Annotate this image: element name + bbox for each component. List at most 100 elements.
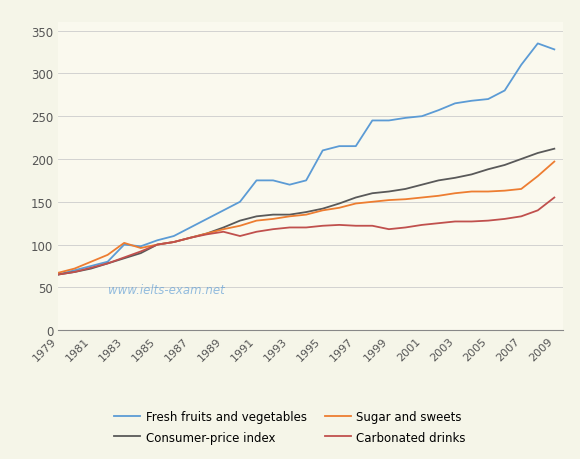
Sugar and sweets xyxy=(270,217,277,222)
Legend: Fresh fruits and vegetables, Consumer-price index, Sugar and sweets, Carbonated : Fresh fruits and vegetables, Consumer-pr… xyxy=(109,405,471,448)
Carbonated drinks xyxy=(220,230,227,235)
Carbonated drinks xyxy=(501,217,508,222)
Fresh fruits and vegetables xyxy=(551,48,558,53)
Sugar and sweets xyxy=(435,194,442,199)
Fresh fruits and vegetables xyxy=(534,42,541,47)
Carbonated drinks xyxy=(253,230,260,235)
Carbonated drinks xyxy=(154,242,161,248)
Fresh fruits and vegetables xyxy=(402,116,409,121)
Carbonated drinks xyxy=(121,255,128,261)
Consumer-price index xyxy=(71,269,78,275)
Carbonated drinks xyxy=(419,223,426,228)
Carbonated drinks xyxy=(369,224,376,229)
Fresh fruits and vegetables xyxy=(501,89,508,94)
Fresh fruits and vegetables xyxy=(137,244,144,250)
Line: Carbonated drinks: Carbonated drinks xyxy=(58,198,554,275)
Sugar and sweets xyxy=(319,208,326,213)
Carbonated drinks xyxy=(352,224,359,229)
Sugar and sweets xyxy=(187,235,194,241)
Sugar and sweets xyxy=(303,213,310,218)
Fresh fruits and vegetables xyxy=(237,200,244,205)
Carbonated drinks xyxy=(187,235,194,241)
Carbonated drinks xyxy=(551,196,558,201)
Sugar and sweets xyxy=(352,202,359,207)
Sugar and sweets xyxy=(385,198,392,203)
Fresh fruits and vegetables xyxy=(369,118,376,124)
Consumer-price index xyxy=(319,207,326,212)
Carbonated drinks xyxy=(534,208,541,213)
Sugar and sweets xyxy=(55,270,61,276)
Consumer-price index xyxy=(518,157,525,162)
Fresh fruits and vegetables xyxy=(154,238,161,244)
Carbonated drinks xyxy=(286,225,293,231)
Fresh fruits and vegetables xyxy=(220,208,227,213)
Carbonated drinks xyxy=(435,221,442,226)
Sugar and sweets xyxy=(468,189,475,195)
Sugar and sweets xyxy=(369,200,376,205)
Sugar and sweets xyxy=(551,159,558,165)
Consumer-price index xyxy=(253,214,260,219)
Carbonated drinks xyxy=(336,223,343,228)
Carbonated drinks xyxy=(319,224,326,229)
Fresh fruits and vegetables xyxy=(286,183,293,188)
Sugar and sweets xyxy=(452,191,459,196)
Carbonated drinks xyxy=(104,261,111,267)
Carbonated drinks xyxy=(237,234,244,239)
Consumer-price index xyxy=(121,256,128,262)
Fresh fruits and vegetables xyxy=(71,268,78,274)
Fresh fruits and vegetables xyxy=(303,178,310,184)
Sugar and sweets xyxy=(534,174,541,179)
Sugar and sweets xyxy=(171,240,177,245)
Consumer-price index xyxy=(154,242,161,248)
Text: www.ielts-exam.net: www.ielts-exam.net xyxy=(108,284,225,297)
Consumer-price index xyxy=(551,146,558,152)
Consumer-price index xyxy=(286,213,293,218)
Carbonated drinks xyxy=(270,227,277,232)
Carbonated drinks xyxy=(385,227,392,232)
Consumer-price index xyxy=(220,225,227,231)
Line: Consumer-price index: Consumer-price index xyxy=(58,149,554,275)
Sugar and sweets xyxy=(71,266,78,272)
Carbonated drinks xyxy=(485,218,492,224)
Fresh fruits and vegetables xyxy=(187,225,194,231)
Consumer-price index xyxy=(419,183,426,188)
Consumer-price index xyxy=(501,163,508,168)
Sugar and sweets xyxy=(419,196,426,201)
Consumer-price index xyxy=(104,261,111,267)
Carbonated drinks xyxy=(204,232,211,238)
Carbonated drinks xyxy=(452,219,459,225)
Sugar and sweets xyxy=(336,206,343,211)
Fresh fruits and vegetables xyxy=(319,148,326,154)
Sugar and sweets xyxy=(137,246,144,251)
Carbonated drinks xyxy=(71,269,78,275)
Fresh fruits and vegetables xyxy=(385,118,392,124)
Sugar and sweets xyxy=(220,227,227,232)
Fresh fruits and vegetables xyxy=(435,108,442,114)
Sugar and sweets xyxy=(286,214,293,219)
Sugar and sweets xyxy=(88,259,95,265)
Sugar and sweets xyxy=(518,187,525,192)
Consumer-price index xyxy=(452,176,459,181)
Sugar and sweets xyxy=(485,189,492,195)
Consumer-price index xyxy=(204,231,211,237)
Carbonated drinks xyxy=(303,225,310,231)
Sugar and sweets xyxy=(104,252,111,258)
Sugar and sweets xyxy=(204,231,211,237)
Fresh fruits and vegetables xyxy=(485,97,492,102)
Fresh fruits and vegetables xyxy=(204,217,211,222)
Fresh fruits and vegetables xyxy=(253,178,260,184)
Carbonated drinks xyxy=(402,225,409,231)
Sugar and sweets xyxy=(121,241,128,246)
Fresh fruits and vegetables xyxy=(518,63,525,68)
Carbonated drinks xyxy=(55,272,61,278)
Consumer-price index xyxy=(270,213,277,218)
Consumer-price index xyxy=(385,189,392,195)
Carbonated drinks xyxy=(171,240,177,245)
Consumer-price index xyxy=(352,196,359,201)
Consumer-price index xyxy=(303,210,310,215)
Consumer-price index xyxy=(435,178,442,184)
Fresh fruits and vegetables xyxy=(419,114,426,120)
Line: Sugar and sweets: Sugar and sweets xyxy=(58,162,554,273)
Fresh fruits and vegetables xyxy=(270,178,277,184)
Sugar and sweets xyxy=(501,189,508,194)
